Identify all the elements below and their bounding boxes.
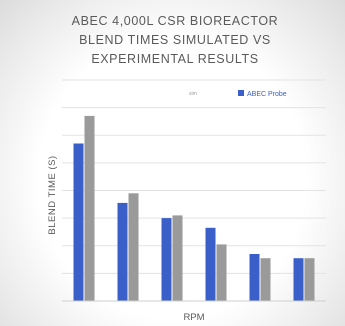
bar-series-1-group-3 xyxy=(161,218,172,301)
y-axis-label: BLEND TIME (S) xyxy=(47,155,58,234)
legend-series-1-label: ABEC Probe xyxy=(247,91,287,98)
x-axis-label: RPM xyxy=(183,312,204,323)
legend: sim ABEC Probe xyxy=(189,90,287,98)
legend-series-1-swatch xyxy=(238,90,244,96)
bar-series-2-group-2 xyxy=(128,193,139,301)
bar-series-2-group-3 xyxy=(172,215,183,301)
bars xyxy=(73,115,315,302)
legend-series-2-label: sim xyxy=(189,91,197,97)
bar-series-2-group-5 xyxy=(260,258,271,301)
gridlines xyxy=(62,79,326,274)
bar-series-2-group-6 xyxy=(304,258,315,301)
bar-series-1-group-6 xyxy=(293,258,304,301)
chart-title: ABEC 4,000L CSR BIOREACTOR BLEND TIMES S… xyxy=(71,14,279,66)
bar-series-1-group-1 xyxy=(73,143,84,301)
bar-series-1-group-5 xyxy=(249,254,260,301)
bar-series-1-group-2 xyxy=(117,202,128,301)
bar-series-2-group-4 xyxy=(216,244,227,301)
bar-series-2-group-1 xyxy=(84,115,95,302)
bar-series-1-group-4 xyxy=(205,227,216,301)
